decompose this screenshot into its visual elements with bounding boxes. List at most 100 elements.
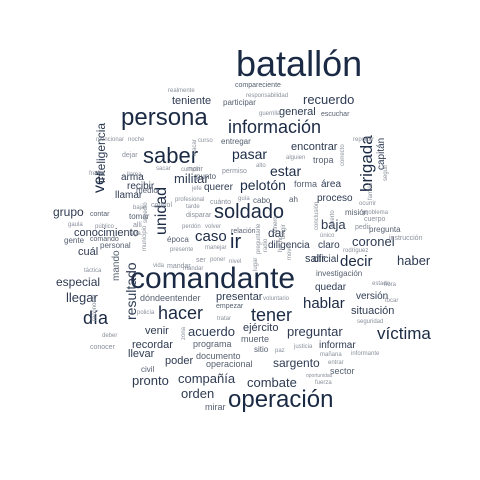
word-llama: llama: [127, 172, 142, 178]
word-dirigir: dirigir: [281, 224, 287, 239]
word-personal: personal: [100, 241, 131, 250]
word-conocer: conocer: [90, 344, 115, 351]
word-disparar: disparar: [186, 212, 212, 219]
word-familia: familia: [368, 182, 374, 200]
word-rodriguez: rodríguez: [343, 248, 369, 254]
word-alli: allí: [133, 222, 142, 229]
word-compania: compañía: [178, 371, 236, 386]
word-mencionar: mencionar: [96, 137, 125, 143]
word-entrar: entrar: [328, 360, 344, 366]
word-contar: contar: [90, 211, 110, 218]
word-general: general: [279, 106, 316, 118]
word-curso: curso: [198, 138, 213, 144]
word-conclusion: conclusión: [314, 201, 320, 230]
word-tactica: táctica: [84, 268, 102, 274]
word-sector: sector: [330, 366, 355, 376]
word-comando: comando: [90, 236, 119, 243]
word-arma: arma: [121, 172, 144, 183]
word-compareciente: compareciente: [235, 82, 281, 89]
word-cabo: cabo: [253, 196, 271, 205]
word-empezar: empezar: [216, 303, 244, 310]
word-dia: día: [83, 308, 109, 328]
word-muerte: muerte: [241, 334, 270, 344]
word-control: control: [151, 202, 173, 209]
word-noche: noche: [128, 137, 145, 143]
word-lugar: lugar: [253, 257, 259, 271]
word-llamar: llamar: [115, 190, 143, 201]
word-escuchar: escuchar: [321, 111, 350, 118]
word-medio: medio: [136, 186, 158, 195]
word-alto: alto: [256, 163, 266, 169]
word-sitio: sitio: [254, 345, 269, 354]
word-manana: mañana: [320, 352, 342, 358]
word-reportar: reportar: [353, 137, 375, 143]
word-militar: militar: [174, 171, 209, 186]
word-seguridad: seguridad: [357, 319, 384, 325]
word-ah: ah: [289, 195, 298, 204]
word-tarde: tarde: [186, 204, 200, 210]
word-ejercito: ejército: [243, 322, 279, 334]
word-estado: estado: [372, 281, 391, 287]
word-recuerdo: recuerdo: [303, 92, 355, 107]
word-llegar: llegar: [66, 290, 98, 305]
word-claro: claro: [318, 240, 340, 251]
word-recordar: recordar: [132, 339, 173, 351]
word-cumplir: cumplir: [181, 167, 201, 173]
word-mandar: mandar: [167, 263, 191, 270]
word-operacion: operación: [228, 386, 334, 413]
word-llega: llega: [128, 231, 141, 237]
word-volver: volver: [205, 224, 222, 230]
word-perdon: perdón: [182, 224, 201, 230]
word-cuanto: cuánto: [210, 199, 232, 206]
word-ocurrir: ocurrir: [359, 201, 377, 207]
word-presente: presente: [170, 247, 194, 253]
word-informante: informante: [351, 351, 380, 357]
word-zona: zona: [181, 326, 187, 340]
word-encontrar: encontrar: [291, 141, 338, 153]
word-poder: poder: [165, 355, 194, 367]
word-fuerza: fuerza: [315, 380, 332, 386]
word-hacer: hacer: [158, 303, 204, 323]
word-deber: deber: [102, 333, 118, 339]
word-version: versión: [356, 291, 389, 302]
word-pronto: pronto: [132, 373, 169, 388]
word-realmente: realmente: [168, 88, 195, 94]
word-hora: hora: [384, 282, 397, 288]
word-preguntarle: preguntarle: [256, 223, 262, 254]
word-investigacion: investigación: [316, 269, 363, 278]
word-municipio: municipio: [142, 225, 148, 251]
word-victima: víctima: [377, 324, 431, 343]
word-querer: querer: [204, 182, 233, 193]
word-dejar: dejar: [122, 152, 138, 159]
word-cual: cuál: [78, 246, 99, 258]
word-ser: ser: [196, 257, 206, 264]
word-peloton: pelotón: [240, 177, 286, 193]
word-comandante: comandante: [130, 262, 296, 295]
word-resultado: resultado: [123, 262, 139, 320]
word-situacion: situación: [351, 305, 395, 317]
word-preguntar: preguntar: [287, 324, 343, 339]
word-oficial: oficial: [313, 254, 339, 265]
word-grupo: grupo: [53, 205, 84, 219]
word-entregar: entregar: [221, 137, 251, 146]
word-tomar: tomar: [129, 212, 150, 221]
word-seguir: seguir: [383, 164, 389, 181]
word-donde: dónde: [140, 293, 166, 303]
word-tocar: tocar: [385, 298, 399, 304]
word-informar: informar: [319, 340, 356, 351]
word-venir: venir: [145, 325, 169, 337]
word-sucedio: sucedió: [143, 202, 149, 223]
word-teniente: teniente: [172, 95, 212, 107]
word-diligencia: diligencia: [268, 240, 310, 251]
word-dinero: dinero: [273, 216, 279, 233]
word-vida: vida: [153, 263, 165, 269]
word-policia: policía: [137, 310, 155, 316]
word-instruccion: instrucción: [389, 235, 423, 242]
word-publico: público: [95, 224, 115, 230]
word-civil: civil: [141, 365, 155, 374]
word-epoca: época: [167, 235, 189, 244]
word-problema: problema: [363, 210, 389, 216]
word-caso: caso: [195, 228, 227, 245]
word-participar: participar: [223, 98, 256, 107]
word-informacion: información: [228, 117, 322, 137]
